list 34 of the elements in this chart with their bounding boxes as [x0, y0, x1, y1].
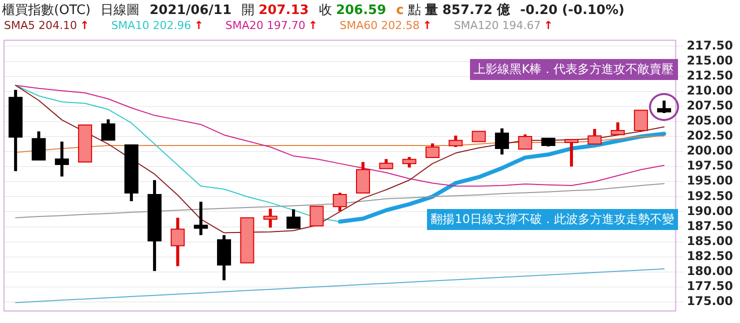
y-tick-label: 205.00: [686, 114, 734, 128]
chart-subtitle: 日線圖: [100, 3, 140, 18]
text: 2021/06/11: [150, 3, 232, 18]
chart-title: 櫃買指數(OTC): [2, 3, 91, 18]
y-tick-label: 190.00: [686, 204, 734, 218]
text: SMA5 204.10 ↑: [4, 19, 90, 32]
text: 開 207.13: [242, 3, 309, 18]
y-tick-label: 197.50: [686, 158, 734, 173]
y-tick-label: 192.50: [686, 188, 734, 203]
y-tick-label: 177.50: [686, 279, 734, 294]
y-tick-label: 182.50: [686, 248, 734, 263]
text: c: [396, 3, 404, 18]
y-tick-label: 210.00: [686, 83, 734, 98]
y-tick-label: 207.50: [686, 98, 734, 113]
text: SMA20 197.70 ↑: [225, 19, 318, 32]
y-tick-label: 175.00: [686, 294, 734, 308]
y-tick-label: 202.50: [686, 128, 734, 143]
text: 收 206.59: [318, 3, 386, 18]
y-tick-label: 215.00: [686, 53, 734, 68]
text: SMA60 202.58 ↑: [340, 19, 432, 32]
text: SMA10 202.96 ↑: [111, 19, 204, 32]
text: SMA120 194.67 ↑: [454, 19, 554, 32]
y-tick-label: 187.50: [686, 218, 734, 233]
annotation: 上影線黑K棒．代表多方進攻不敵賣壓: [470, 58, 678, 80]
y-tick-label: 200.00: [686, 144, 734, 158]
y-tick-label: 212.50: [686, 68, 734, 82]
text: 點: [408, 3, 421, 18]
text: -0.20 (-0.10%): [520, 3, 624, 18]
y-tick-label: 185.00: [686, 234, 734, 248]
y-tick-label: 217.50: [686, 38, 734, 52]
text: 量 857.72 億: [424, 3, 510, 18]
annotation: 翻揚10日線支撐不破．此波多方進攻走勢不變: [426, 208, 678, 230]
y-tick-label: 195.00: [686, 174, 734, 188]
y-tick-label: 180.00: [686, 264, 734, 278]
